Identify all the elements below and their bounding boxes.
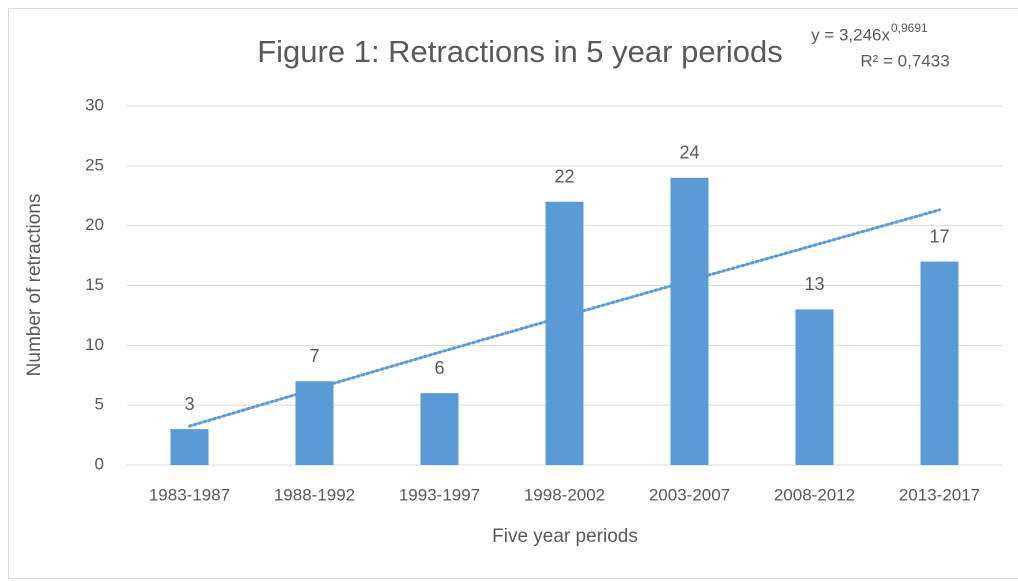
y-tick-label: 5	[95, 395, 104, 414]
data-label: 24	[679, 143, 699, 163]
trendline-exponent: 0,9691	[891, 21, 928, 35]
y-axis-label: Number of retractions	[24, 194, 45, 377]
y-tick-label: 0	[95, 454, 104, 473]
data-label: 6	[434, 358, 444, 378]
y-tick-label: 30	[85, 95, 104, 114]
x-tick-label: 1993-1997	[399, 485, 480, 504]
x-tick-label: 2003-2007	[649, 485, 730, 504]
bar	[420, 393, 459, 465]
chart-title: Figure 1: Retractions in 5 year periods	[257, 34, 783, 69]
x-tick-label: 2008-2012	[774, 485, 855, 504]
bar	[545, 201, 584, 465]
bar	[670, 177, 709, 466]
data-label: 22	[554, 166, 574, 186]
y-tick-label: 15	[85, 275, 104, 294]
x-tick-label: 1988-1992	[274, 485, 355, 504]
bar	[170, 429, 209, 465]
y-tick-label: 20	[85, 215, 104, 234]
x-tick-label: 1983-1987	[149, 485, 230, 504]
y-tick-label: 10	[85, 335, 104, 354]
data-label: 3	[184, 394, 194, 414]
bar	[795, 309, 834, 465]
trendline	[188, 208, 941, 428]
data-label: 7	[309, 346, 319, 366]
x-tick-label: 1998-2002	[524, 485, 605, 504]
trendline-r-squared: R² = 0,7433	[860, 51, 949, 70]
data-label: 13	[804, 274, 824, 294]
x-tick-label: 2013-2017	[899, 485, 980, 504]
bar	[295, 381, 334, 465]
bar	[920, 261, 959, 465]
x-axis-label: Five year periods	[492, 526, 638, 547]
data-label: 17	[929, 226, 949, 246]
trendline-equation: y = 3,246x	[811, 25, 890, 44]
chart-border	[8, 8, 1018, 579]
y-tick-label: 25	[85, 155, 104, 174]
